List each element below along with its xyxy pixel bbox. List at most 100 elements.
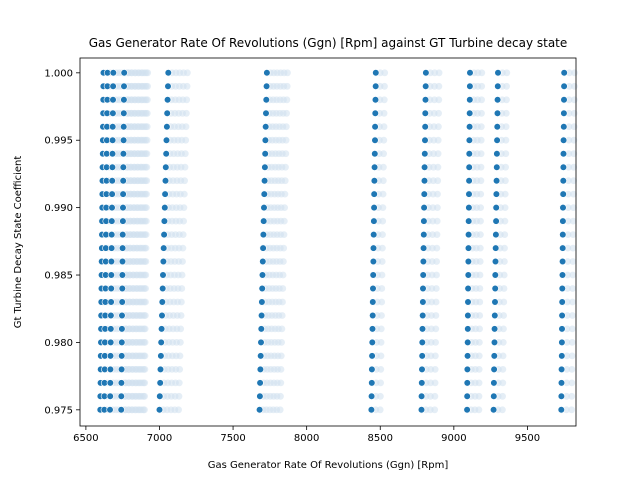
scatter-point-halo: [277, 392, 284, 400]
scatter-point-halo: [571, 69, 578, 77]
scatter-point: [156, 392, 164, 400]
scatter-point-halo: [380, 123, 388, 131]
scatter-point-halo: [569, 285, 576, 292]
scatter-point: [118, 298, 126, 306]
scatter-point-halo: [280, 258, 287, 265]
scatter-point: [558, 298, 566, 306]
scatter-point-halo: [564, 204, 572, 212]
scatter-point-halo: [281, 204, 288, 212]
scatter-point: [106, 379, 114, 387]
scatter-point-halo: [377, 392, 384, 400]
scatter-point: [119, 204, 127, 212]
scatter-point: [118, 325, 126, 333]
scatter-point: [559, 163, 568, 171]
scatter-point: [558, 352, 566, 360]
scatter-point-halo: [283, 109, 290, 117]
scatter-point-halo: [434, 177, 442, 185]
scatter-point-halo: [477, 217, 484, 225]
scatter-point: [559, 204, 567, 212]
scatter-point-halo: [140, 325, 148, 333]
data-points: [96, 69, 578, 414]
scatter-point-halo: [278, 312, 286, 319]
scatter-point-halo: [476, 258, 484, 265]
scatter-point: [263, 82, 271, 90]
scatter-point-halo: [433, 217, 441, 225]
scatter-point: [559, 150, 568, 158]
scatter-point-halo: [140, 392, 147, 400]
scatter-point-halo: [500, 285, 508, 292]
scatter-point: [371, 136, 379, 144]
scatter-point: [465, 136, 474, 144]
y-axis-label: Gt Turbine Decay State Coefficient: [13, 156, 24, 329]
scatter-point-halo: [178, 285, 186, 292]
scatter-point-halo: [500, 312, 507, 319]
scatter-point-halo: [281, 190, 289, 198]
scatter-point-halo: [563, 406, 570, 414]
scatter-point: [491, 298, 499, 306]
scatter-point: [560, 109, 568, 117]
scatter-point-halo: [377, 339, 385, 346]
scatter-point: [419, 298, 427, 306]
scatter-point-halo: [141, 231, 149, 239]
x-tick-label: 7500: [220, 433, 245, 444]
scatter-point: [465, 150, 473, 158]
scatter-point-halo: [140, 285, 148, 292]
scatter-point-halo: [380, 96, 388, 104]
scatter-point-halo: [563, 352, 571, 360]
scatter-point-halo: [182, 136, 190, 144]
scatter-point: [420, 217, 428, 225]
scatter-point-halo: [280, 217, 288, 225]
scatter-point-halo: [180, 217, 188, 225]
scatter-point: [119, 190, 127, 198]
scatter-point: [419, 311, 427, 320]
scatter-point: [162, 136, 171, 144]
scatter-point: [118, 271, 126, 279]
scatter-point-halo: [180, 190, 188, 198]
scatter-point-halo: [570, 163, 578, 171]
scatter-point-halo: [568, 366, 576, 373]
scatter-point: [107, 298, 115, 306]
scatter-point: [106, 406, 114, 414]
scatter-point-halo: [140, 339, 148, 346]
scatter-point: [371, 150, 379, 158]
scatter-point: [560, 82, 568, 90]
scatter-point: [117, 406, 125, 414]
scatter-point-halo: [432, 298, 440, 306]
scatter-point-halo: [431, 366, 439, 373]
scatter-point: [120, 69, 128, 77]
scatter-point-halo: [502, 150, 510, 158]
scatter-point: [119, 150, 127, 158]
scatter-point-halo: [477, 163, 485, 171]
scatter-point: [559, 136, 568, 144]
scatter-point-halo: [571, 82, 578, 90]
scatter-point: [560, 96, 568, 104]
scatter-point-halo: [279, 285, 287, 292]
scatter-point-halo: [435, 96, 443, 104]
scatter-point: [161, 190, 169, 198]
scatter-point-halo: [477, 231, 484, 239]
scatter-point-halo: [501, 190, 509, 198]
scatter-point: [108, 177, 116, 185]
scatter-point-halo: [176, 352, 184, 360]
scatter-point-halo: [477, 150, 485, 158]
scatter-point: [463, 365, 472, 374]
scatter-point: [465, 177, 473, 185]
scatter-point: [466, 82, 474, 90]
scatter-point: [492, 244, 500, 252]
scatter-point-halo: [475, 352, 483, 360]
scatter-point-halo: [476, 339, 483, 346]
scatter-point: [119, 136, 128, 144]
scatter-point-halo: [433, 258, 440, 265]
scatter-point: [119, 163, 127, 171]
scatter-point-halo: [177, 339, 184, 346]
scatter-point: [419, 284, 427, 293]
scatter-point: [557, 365, 566, 374]
scatter-point-halo: [435, 109, 442, 117]
scatter-point-halo: [570, 204, 577, 212]
scatter-point: [418, 365, 426, 374]
scatter-point-halo: [181, 150, 189, 158]
scatter-point: [465, 231, 473, 239]
scatter-point-halo: [477, 204, 484, 212]
scatter-point-halo: [283, 96, 291, 104]
